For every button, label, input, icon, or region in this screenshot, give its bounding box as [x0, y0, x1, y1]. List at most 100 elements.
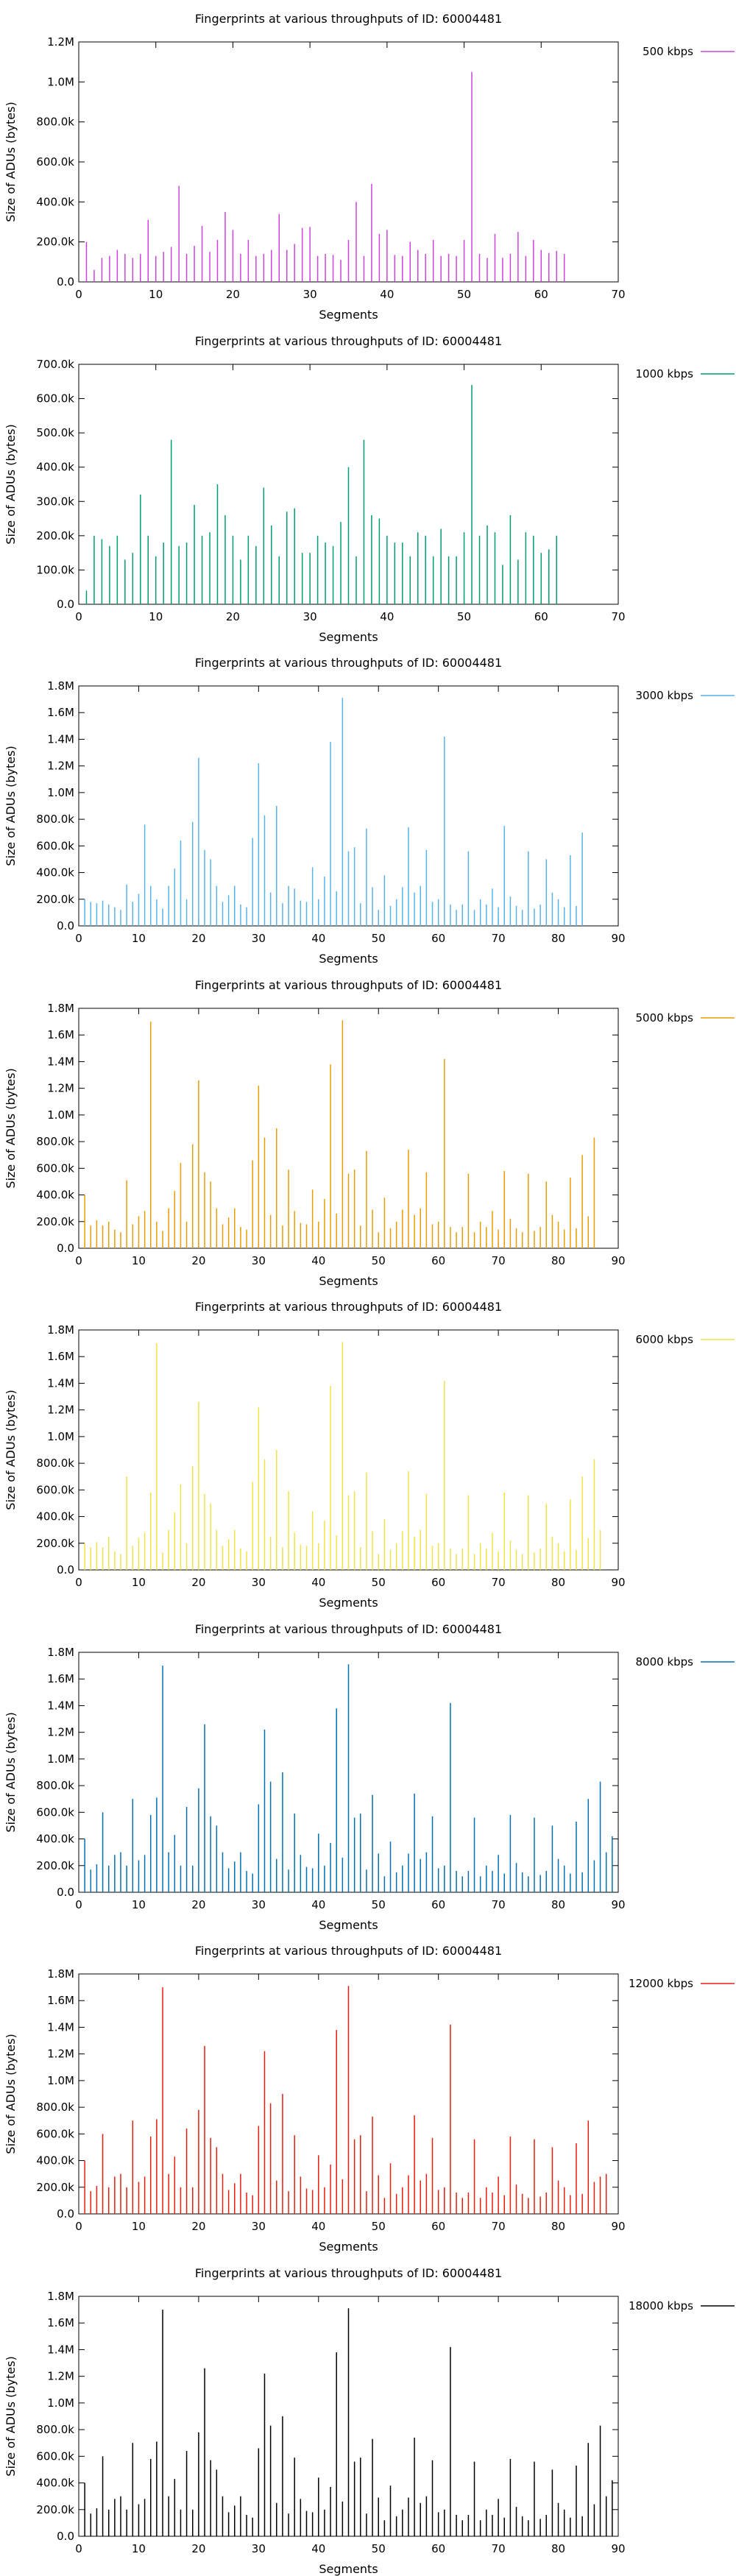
y-tick-label: 1.4M [47, 732, 74, 746]
legend-label: 500 kbps [643, 45, 693, 58]
y-tick-label: 1.0M [47, 2074, 74, 2087]
y-tick-label: 1.4M [47, 1376, 74, 1390]
x-tick-label: 60 [431, 1898, 445, 1911]
y-tick-label: 0.0 [57, 2530, 74, 2543]
x-axis-label: Segments [319, 630, 378, 644]
x-tick-label: 30 [303, 610, 317, 623]
chart-title: Fingerprints at various throughputs of I… [195, 2266, 502, 2280]
x-axis-label: Segments [319, 952, 378, 966]
y-tick-label: 300.0k [36, 495, 74, 508]
y-tick-label: 0.0 [57, 1563, 74, 1577]
x-tick-label: 80 [551, 2542, 565, 2555]
y-tick-label: 1.6M [47, 706, 74, 719]
y-tick-label: 0.0 [57, 1886, 74, 1899]
y-tick-label: 1.4M [47, 1055, 74, 1068]
x-tick-label: 0 [75, 610, 82, 623]
x-tick-label: 10 [132, 2220, 146, 2233]
y-tick-label: 1.8M [47, 1002, 74, 1015]
y-tick-label: 200.0k [36, 2502, 74, 2516]
y-tick-label: 0.0 [57, 2207, 74, 2221]
x-tick-label: 90 [611, 932, 625, 945]
y-tick-label: 800.0k [36, 116, 74, 129]
x-tick-label: 70 [492, 1576, 506, 1589]
y-tick-label: 800.0k [36, 813, 74, 826]
x-tick-label: 70 [611, 288, 625, 301]
y-tick-label: 600.0k [36, 1805, 74, 1819]
legend-label: 12000 kbps [629, 1977, 693, 1990]
x-tick-label: 10 [132, 1254, 146, 1267]
x-tick-label: 90 [611, 2542, 625, 2555]
y-tick-label: 1.8M [47, 2290, 74, 2303]
x-tick-label: 60 [431, 1254, 445, 1267]
x-tick-label: 90 [611, 1576, 625, 1589]
x-tick-label: 30 [252, 932, 266, 945]
y-tick-label: 400.0k [36, 1188, 74, 1201]
y-tick-label: 1.2M [47, 1725, 74, 1738]
chart-3: Fingerprints at various throughputs of I… [4, 978, 735, 1288]
y-tick-label: 1.0M [47, 1752, 74, 1765]
x-tick-label: 40 [311, 932, 325, 945]
x-tick-label: 30 [252, 2542, 266, 2555]
y-tick-label: 200.0k [36, 1537, 74, 1550]
y-tick-label: 1.4M [47, 2020, 74, 2034]
y-tick-label: 400.0k [36, 1832, 74, 1845]
y-tick-label: 400.0k [36, 1510, 74, 1524]
y-tick-label: 1.8M [47, 679, 74, 693]
y-tick-label: 1.6M [47, 1028, 74, 1041]
legend-label: 18000 kbps [629, 2299, 693, 2313]
y-tick-label: 200.0k [36, 1858, 74, 1872]
y-tick-label: 1.6M [47, 1672, 74, 1685]
y-tick-label: 800.0k [36, 1135, 74, 1148]
chart-title: Fingerprints at various throughputs of I… [195, 334, 502, 348]
x-axis-label: Segments [319, 2240, 378, 2254]
y-tick-label: 100.0k [36, 563, 74, 576]
series-0 [84, 1019, 595, 1248]
chart-7: Fingerprints at various throughputs of I… [4, 2266, 735, 2576]
y-tick-label: 400.0k [36, 2154, 74, 2168]
y-tick-label: 1.6M [47, 1350, 74, 1363]
x-tick-label: 20 [191, 1576, 205, 1589]
x-tick-label: 0 [75, 1576, 82, 1589]
x-tick-label: 70 [492, 932, 506, 945]
chart-title: Fingerprints at various throughputs of I… [195, 1300, 502, 1314]
chart-title: Fingerprints at various throughputs of I… [195, 1622, 502, 1636]
chart-6: Fingerprints at various throughputs of I… [4, 1944, 735, 2254]
y-tick-label: 1.8M [47, 1323, 74, 1337]
x-tick-label: 40 [311, 2220, 325, 2233]
x-tick-label: 40 [311, 1254, 325, 1267]
x-tick-label: 50 [372, 932, 386, 945]
legend-label: 3000 kbps [636, 689, 694, 702]
x-tick-label: 70 [611, 610, 625, 623]
y-axis-label: Size of ADUs (bytes) [4, 102, 18, 222]
y-tick-label: 200.0k [36, 236, 74, 249]
y-tick-label: 1.2M [47, 2048, 74, 2061]
x-tick-label: 80 [551, 1576, 565, 1589]
x-tick-label: 60 [534, 288, 548, 301]
legend-label: 1000 kbps [636, 367, 694, 381]
chart-0: Fingerprints at various throughputs of I… [4, 12, 735, 322]
y-tick-label: 800.0k [36, 1779, 74, 1792]
y-axis-label: Size of ADUs (bytes) [4, 2356, 18, 2476]
chart-title: Fingerprints at various throughputs of I… [195, 978, 502, 992]
x-tick-label: 20 [191, 1898, 205, 1911]
x-tick-label: 70 [492, 1254, 506, 1267]
y-tick-label: 1.0M [47, 75, 74, 88]
x-tick-label: 10 [149, 610, 163, 623]
y-tick-label: 0.0 [57, 919, 74, 933]
x-axis-label: Segments [319, 1918, 378, 1932]
x-tick-label: 40 [380, 610, 394, 623]
y-tick-label: 600.0k [36, 839, 74, 852]
x-tick-label: 10 [149, 288, 163, 301]
y-axis-label: Size of ADUs (bytes) [4, 2034, 18, 2154]
chart-title: Fingerprints at various throughputs of I… [195, 12, 502, 26]
legend-label: 5000 kbps [636, 1011, 694, 1025]
x-tick-label: 60 [431, 2220, 445, 2233]
x-tick-label: 0 [75, 1254, 82, 1267]
y-tick-label: 800.0k [36, 1457, 74, 1470]
chart-5: Fingerprints at various throughputs of I… [4, 1622, 735, 1932]
x-tick-label: 70 [492, 2542, 506, 2555]
x-tick-label: 70 [492, 1898, 506, 1911]
x-tick-label: 10 [132, 1576, 146, 1589]
x-tick-label: 80 [551, 932, 565, 945]
